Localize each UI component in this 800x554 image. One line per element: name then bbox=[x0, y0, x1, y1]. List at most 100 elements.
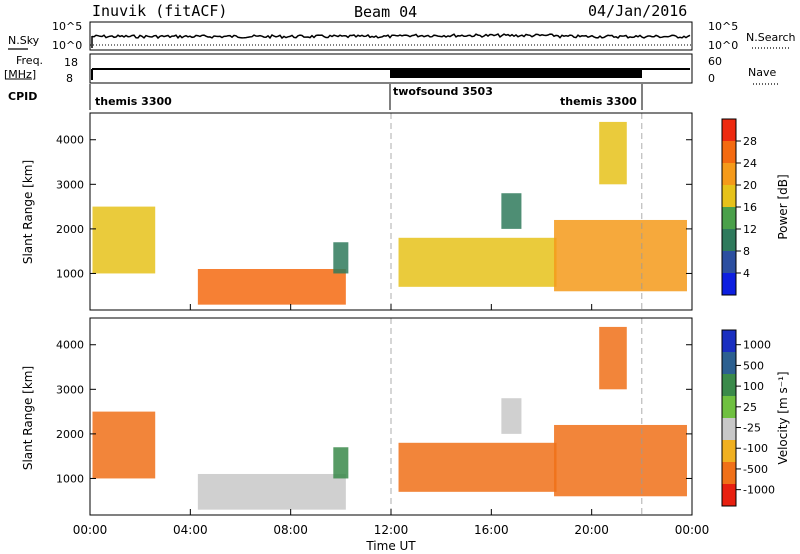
cpid-label: CPID bbox=[8, 90, 37, 103]
power-panel: 1000 2000 3000 4000 Slant Range [km] bbox=[21, 112, 693, 311]
power-echo-region-0 bbox=[92, 206, 156, 274]
vel-y-tick-label-2: 3000 bbox=[56, 383, 84, 396]
vel-colorbar-tick-label-0: 1000 bbox=[743, 339, 771, 352]
date-title: 04/Jan/2016 bbox=[588, 2, 687, 20]
vel-colorbar-tick-label-2: 100 bbox=[743, 380, 764, 393]
noise-left-tick-bottom: 10^0 bbox=[52, 39, 82, 52]
power-colorbar-cell-1 bbox=[722, 141, 736, 164]
freq-right-label: Nave bbox=[748, 66, 776, 79]
vel-colorbar-tick-label-3: 25 bbox=[743, 401, 757, 414]
freq-trace-twofsound bbox=[390, 68, 642, 78]
velocity-panel: 1000 2000 3000 4000 00:00 04:00 08:00 12:00 16:… bbox=[21, 317, 710, 553]
vel-colorbar-cell-5 bbox=[722, 440, 736, 463]
vel-colorbar-tick-label-6: -500 bbox=[743, 463, 768, 476]
vel-echo-region-3 bbox=[398, 442, 557, 492]
vel-y-tick-label-0: 1000 bbox=[56, 472, 84, 485]
velocity-colorbar-cells bbox=[722, 330, 736, 507]
power-echo-region-5 bbox=[554, 219, 687, 292]
vel-colorbar-cell-7 bbox=[722, 484, 736, 507]
power-colorbar-cell-3 bbox=[722, 185, 736, 208]
power-y-ticks: 1000 2000 3000 4000 bbox=[56, 134, 692, 280]
vel-x-tick-label-6: 00:00 bbox=[675, 523, 710, 537]
freq-left-tick-bottom: 8 bbox=[66, 72, 73, 85]
freq-frame bbox=[89, 53, 693, 84]
power-echo-region-4 bbox=[501, 193, 522, 229]
vel-echo-region-1 bbox=[197, 473, 346, 510]
x-axis-label: Time UT bbox=[365, 539, 416, 553]
power-colorbar-cell-2 bbox=[722, 163, 736, 186]
power-y-tick-label-0: 1000 bbox=[56, 267, 84, 280]
power-reference-lines bbox=[390, 113, 643, 310]
power-regions bbox=[92, 121, 687, 305]
power-echo-region-3 bbox=[398, 237, 557, 287]
noise-left-tick-top: 10^5 bbox=[52, 20, 82, 33]
vel-colorbar-cell-6 bbox=[722, 462, 736, 485]
velocity-colorbar: 1000 500 100 25 -25 -100 -500 -1000 Velocity [m… bbox=[721, 329, 790, 507]
vel-echo-region-2 bbox=[333, 447, 349, 479]
power-echo-region-6 bbox=[599, 121, 627, 185]
power-colorbar-tick-label-4: 20 bbox=[743, 179, 757, 192]
cpid-segment-2: twofsound 3503 bbox=[393, 85, 493, 98]
freq-left-unit: [MHz] bbox=[4, 68, 36, 81]
freq-right-tick-bottom: 0 bbox=[708, 72, 715, 85]
power-echo-region-1 bbox=[197, 268, 346, 305]
vel-x-tick-label-5: 20:00 bbox=[574, 523, 609, 537]
power-colorbar: 4 8 12 16 20 24 28 Power [dB] bbox=[721, 118, 790, 296]
vel-colorbar-cell-0 bbox=[722, 330, 736, 353]
velocity-y-ticks: 1000 2000 3000 4000 bbox=[56, 339, 692, 485]
vel-x-tick-label-0: 00:00 bbox=[73, 523, 108, 537]
velocity-regions bbox=[92, 326, 687, 510]
vel-colorbar-tick-label-5: -100 bbox=[743, 442, 768, 455]
velocity-y-axis-label: Slant Range [km] bbox=[21, 366, 35, 470]
power-colorbar-cell-0 bbox=[722, 119, 736, 142]
vel-colorbar-cell-2 bbox=[722, 374, 736, 397]
vel-y-tick-label-3: 4000 bbox=[56, 339, 84, 352]
velocity-colorbar-label: Velocity [m s⁻¹] bbox=[776, 371, 790, 464]
power-y-tick-label-3: 4000 bbox=[56, 134, 84, 147]
power-colorbar-ticks: 4 8 12 16 20 24 28 bbox=[736, 135, 757, 280]
power-y-axis-label: Slant Range [km] bbox=[21, 160, 35, 264]
noise-right-tick-top: 10^5 bbox=[708, 20, 738, 33]
vel-x-tick-label-2: 08:00 bbox=[273, 523, 308, 537]
power-colorbar-cells bbox=[722, 119, 736, 296]
vel-colorbar-tick-label-4: -25 bbox=[743, 422, 761, 435]
power-colorbar-cell-5 bbox=[722, 229, 736, 252]
velocity-x-ticks: 00:00 04:00 08:00 12:00 16:00 20:00 00:00 bbox=[73, 509, 710, 537]
vel-colorbar-cell-4 bbox=[722, 418, 736, 441]
power-x-ticks bbox=[89, 304, 693, 310]
power-colorbar-label: Power [dB] bbox=[776, 174, 790, 239]
vel-y-tick-label-1: 2000 bbox=[56, 428, 84, 441]
vel-echo-region-4 bbox=[501, 398, 522, 434]
vel-colorbar-cell-3 bbox=[722, 396, 736, 419]
noise-frame bbox=[89, 21, 693, 51]
velocity-reference-lines bbox=[390, 318, 643, 515]
velocity-colorbar-frame bbox=[721, 329, 737, 507]
vel-echo-region-5 bbox=[554, 424, 687, 497]
cpid-segment-1: themis 3300 bbox=[95, 95, 172, 108]
vel-echo-region-0 bbox=[92, 411, 156, 479]
noise-right-label: N.Search bbox=[746, 31, 796, 44]
power-colorbar-tick-label-6: 28 bbox=[743, 135, 757, 148]
noise-sky-trace bbox=[91, 33, 691, 48]
power-colorbar-tick-label-0: 4 bbox=[743, 267, 750, 280]
vel-colorbar-cell-1 bbox=[722, 352, 736, 375]
vel-colorbar-tick-label-1: 500 bbox=[743, 359, 764, 372]
power-echo-region-2 bbox=[333, 242, 349, 274]
freq-left-tick-top: 18 bbox=[64, 56, 78, 69]
noise-right-tick-bottom: 10^0 bbox=[708, 39, 738, 52]
power-colorbar-cell-7 bbox=[722, 273, 736, 296]
vel-x-tick-label-1: 04:00 bbox=[173, 523, 208, 537]
vel-echo-region-6 bbox=[599, 326, 627, 390]
freq-panel: Freq. [MHz] 18 8 60 0 Nave bbox=[4, 53, 778, 85]
power-y-tick-label-2: 3000 bbox=[56, 178, 84, 191]
vel-x-tick-label-3: 12:00 bbox=[374, 523, 409, 537]
vel-colorbar-tick-label-7: -1000 bbox=[743, 484, 775, 497]
cpid-row: CPID themis 3300 twofsound 3503 themis 3… bbox=[8, 84, 643, 110]
noise-left-label: N.Sky bbox=[8, 34, 40, 47]
power-colorbar-cell-4 bbox=[722, 207, 736, 230]
noise-panel: N.Sky 10^5 10^0 10^5 10^0 N.Search bbox=[8, 20, 796, 52]
vel-x-tick-label-4: 16:00 bbox=[474, 523, 509, 537]
beam-title: Beam 04 bbox=[354, 3, 417, 21]
power-colorbar-tick-label-3: 16 bbox=[743, 201, 757, 214]
